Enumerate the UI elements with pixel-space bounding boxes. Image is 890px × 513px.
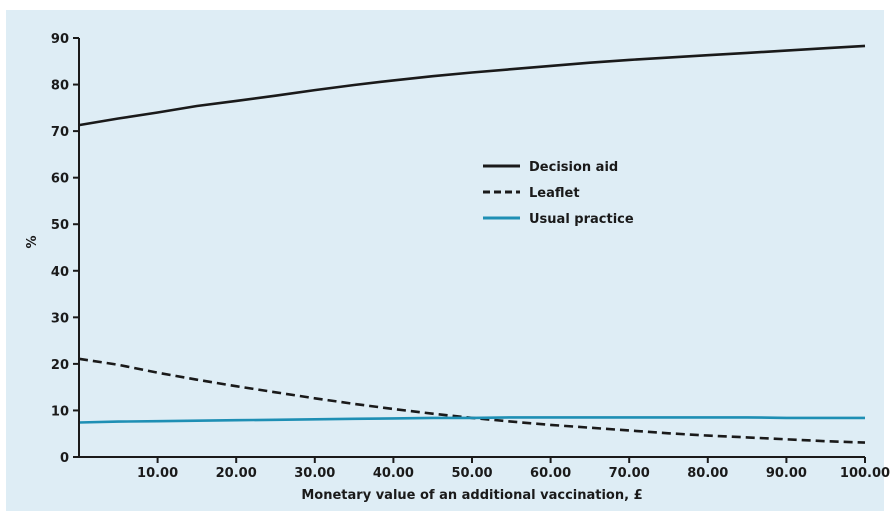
x-tick-label: 100.00: [840, 466, 890, 481]
y-tick-label: 70: [51, 125, 69, 140]
x-tick-label: 20.00: [216, 466, 257, 481]
legend: Decision aid Leaflet Usual practice: [483, 160, 634, 227]
x-axis-title: Monetary value of an additional vaccinat…: [301, 488, 642, 503]
chart-background: [6, 10, 884, 511]
x-tick-label: 70.00: [609, 466, 650, 481]
y-axis-ticks: 0 10 20 30 40 50 60 70 80 90: [51, 32, 79, 466]
y-tick-label: 10: [51, 404, 69, 419]
y-tick-label: 20: [51, 358, 69, 373]
x-tick-label: 30.00: [294, 466, 335, 481]
legend-label-leaflet: Leaflet: [529, 186, 580, 201]
x-tick-label: 80.00: [687, 466, 728, 481]
x-tick-label: 50.00: [451, 466, 492, 481]
y-tick-label: 60: [51, 172, 69, 187]
x-tick-label: 60.00: [530, 466, 571, 481]
y-tick-label: 50: [51, 218, 69, 233]
y-tick-label: 90: [51, 32, 69, 47]
x-axis-ticks: 10.00 20.00 30.00 40.00 50.00 60.00 70.00 80.00…: [137, 457, 890, 481]
y-tick-label: 80: [51, 79, 69, 94]
x-tick-label: 40.00: [373, 466, 414, 481]
y-axis-title: %: [25, 235, 40, 248]
legend-label-usual-practice: Usual practice: [529, 212, 634, 227]
legend-label-decision-aid: Decision aid: [529, 160, 618, 175]
series-layer: [78, 44, 866, 444]
x-tick-label: 10.00: [137, 466, 178, 481]
series-line-decision-aid: [78, 44, 866, 127]
y-tick-label: 0: [60, 451, 69, 466]
series-line-usual-practice: [78, 416, 865, 424]
y-tick-label: 40: [51, 265, 69, 280]
y-tick-label: 30: [51, 311, 69, 326]
x-tick-label: 90.00: [766, 466, 807, 481]
